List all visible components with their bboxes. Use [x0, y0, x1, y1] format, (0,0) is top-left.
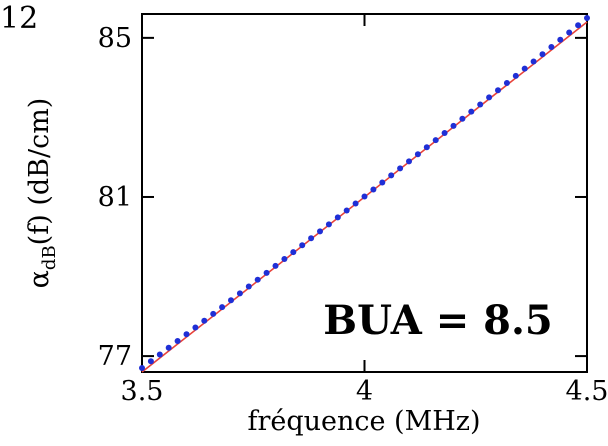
- data-point: [379, 179, 386, 186]
- x-tick-label: 4: [356, 376, 373, 407]
- data-point: [308, 235, 315, 242]
- data-points-layer: [139, 14, 590, 372]
- data-point: [343, 207, 350, 214]
- data-point: [530, 58, 537, 65]
- data-point: [459, 115, 466, 122]
- data-point: [228, 297, 234, 304]
- x-axis-label: fréquence (MHz): [247, 406, 480, 437]
- y-tick-label: 81: [98, 182, 132, 213]
- bua-annotation: BUA = 8.5: [323, 297, 552, 344]
- data-point: [290, 249, 297, 256]
- data-point: [575, 22, 582, 29]
- x-axis-ticks: 3.5 4 4.5: [121, 14, 608, 407]
- data-point: [539, 51, 546, 58]
- data-point: [423, 144, 430, 151]
- data-point: [557, 36, 564, 43]
- data-point: [397, 165, 404, 172]
- data-point: [521, 65, 528, 72]
- y-label-alpha: α: [24, 270, 55, 288]
- data-point: [468, 108, 475, 115]
- data-point: [584, 14, 590, 21]
- data-point: [263, 269, 270, 276]
- data-point: [432, 137, 439, 144]
- data-point: [361, 193, 368, 200]
- data-point: [299, 242, 306, 249]
- data-point: [334, 214, 341, 221]
- data-point: [147, 358, 154, 365]
- data-point: [477, 101, 484, 108]
- data-point: [566, 29, 573, 36]
- data-point: [450, 122, 457, 129]
- data-point: [254, 276, 261, 283]
- data-point: [388, 172, 395, 179]
- data-point: [441, 130, 448, 137]
- data-point: [352, 200, 359, 207]
- data-point: [281, 256, 288, 263]
- data-point: [210, 310, 217, 317]
- y-label-subscript: dB: [39, 245, 60, 270]
- data-point: [325, 221, 332, 228]
- data-point: [245, 283, 252, 290]
- y-tick-label: 85: [98, 23, 132, 54]
- data-point: [174, 338, 181, 345]
- data-point: [183, 331, 190, 338]
- data-point: [192, 324, 199, 331]
- data-point: [236, 290, 243, 297]
- data-point: [156, 351, 163, 358]
- data-point: [317, 228, 323, 235]
- y-label-rest: (f) (dB/cm): [24, 98, 55, 246]
- data-point: [201, 317, 208, 324]
- data-point: [272, 262, 279, 269]
- x-tick-label: 4.5: [566, 376, 608, 407]
- data-point: [503, 80, 510, 87]
- data-point: [165, 344, 172, 351]
- x-tick-label: 3.5: [121, 376, 164, 407]
- data-point: [406, 158, 412, 165]
- y-tick-label: 77: [98, 341, 132, 372]
- data-point: [486, 94, 493, 101]
- data-point: [548, 44, 555, 51]
- data-point: [495, 87, 501, 94]
- data-point: [414, 151, 421, 158]
- data-point: [512, 72, 519, 79]
- data-point: [139, 365, 145, 372]
- y-axis-label: αdB(f) (dB/cm): [24, 98, 60, 289]
- y-axis-ticks: 77 81 85: [98, 23, 587, 372]
- panel-label: 12: [0, 1, 38, 36]
- data-point: [370, 186, 377, 193]
- data-point: [219, 304, 226, 311]
